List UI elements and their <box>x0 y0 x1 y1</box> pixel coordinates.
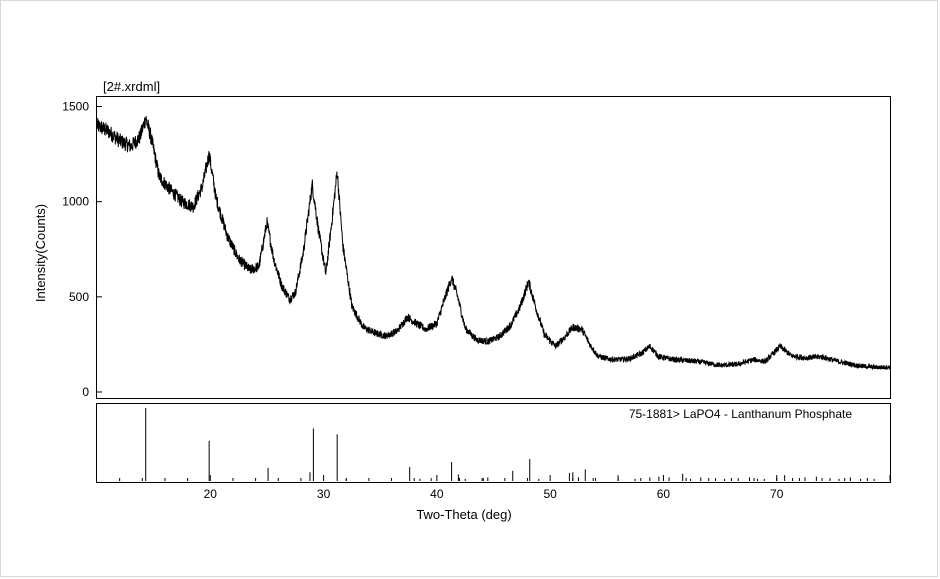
x-tick-label: 50 <box>543 487 557 501</box>
x-axis-title: Two-Theta (deg) <box>416 507 511 522</box>
y-tick-label: 1500 <box>62 100 89 114</box>
reference-plot-border <box>96 403 891 483</box>
plot-title: [2#.xrdml] <box>103 79 160 94</box>
diffraction-pattern-line <box>96 116 891 371</box>
x-tick-label: 40 <box>430 487 444 501</box>
y-tick-label: 1000 <box>62 195 89 209</box>
reference-peaks <box>145 408 875 481</box>
x-axis-ticks: 20 30 40 50 60 70 <box>119 475 891 501</box>
reference-label: 75-1881> LaPO4 - Lanthanum Phosphate <box>629 407 852 421</box>
main-plot-border <box>96 96 891 399</box>
x-tick-label: 20 <box>204 487 218 501</box>
y-tick-label: 500 <box>69 290 89 304</box>
x-tick-label: 30 <box>317 487 331 501</box>
y-axis-ticks: 0 500 1000 1500 <box>62 100 102 399</box>
y-tick-label: 0 <box>82 385 89 399</box>
y-axis-title: Intensity(Counts) <box>33 204 48 302</box>
x-tick-label: 70 <box>770 487 784 501</box>
x-tick-label: 60 <box>657 487 671 501</box>
